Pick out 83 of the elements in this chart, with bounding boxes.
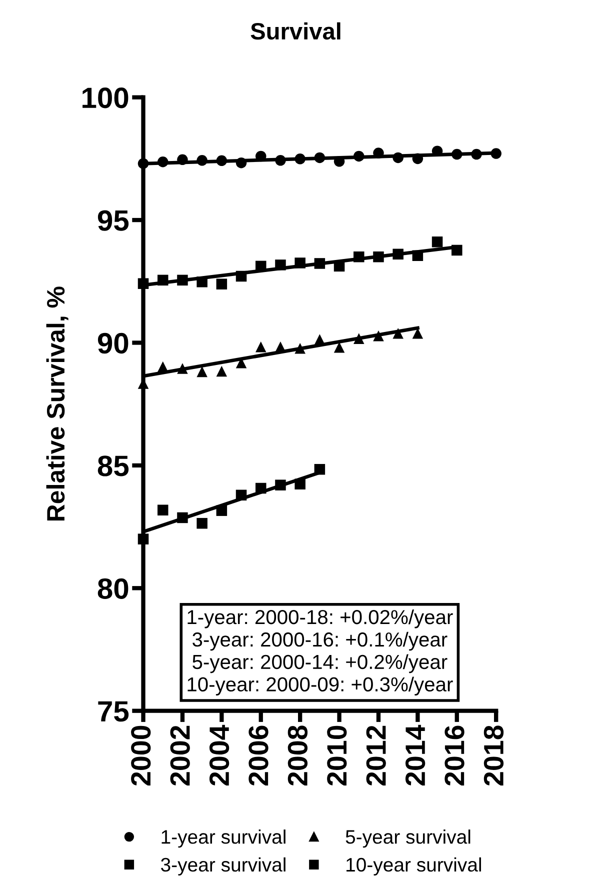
point bbox=[255, 482, 266, 494]
point bbox=[157, 504, 168, 516]
point bbox=[157, 156, 168, 168]
point bbox=[236, 490, 247, 501]
x-tick-label: 2002 bbox=[170, 726, 190, 786]
y-tick-label: 90 bbox=[98, 332, 128, 354]
point bbox=[294, 343, 306, 354]
point bbox=[236, 270, 247, 282]
annotation: 5-year: 2000-14: +0.2%/year bbox=[192, 654, 448, 674]
y-tick-label: 95 bbox=[98, 210, 129, 231]
point bbox=[314, 152, 326, 164]
x-tick-label: 2008 bbox=[288, 726, 308, 786]
point bbox=[255, 150, 266, 162]
point bbox=[216, 278, 228, 290]
point bbox=[196, 276, 208, 288]
point bbox=[373, 251, 384, 262]
y-tick-label: 85 bbox=[98, 456, 129, 476]
point bbox=[373, 148, 384, 158]
legend-label: 5-year survival bbox=[346, 830, 470, 848]
point bbox=[138, 278, 149, 289]
point bbox=[177, 512, 188, 524]
point bbox=[294, 154, 306, 164]
legend-label: 10-year survival bbox=[346, 857, 481, 876]
x-tick-label: 2012 bbox=[366, 726, 386, 786]
point bbox=[177, 274, 188, 286]
x-tick-label: 2010 bbox=[327, 726, 347, 786]
y-tick-label: 80 bbox=[98, 578, 128, 599]
chart-title: Survival bbox=[250, 22, 340, 40]
point bbox=[275, 342, 286, 352]
point bbox=[236, 157, 247, 168]
x-tick-label: 2004 bbox=[209, 724, 230, 786]
point bbox=[294, 478, 306, 490]
point bbox=[275, 260, 286, 270]
point bbox=[196, 366, 208, 378]
point bbox=[216, 505, 228, 516]
point bbox=[314, 464, 326, 475]
point bbox=[255, 342, 266, 352]
y-axis-title: Relative Survival, % bbox=[46, 286, 68, 521]
annotation: 1-year: 2000-18: +0.02%/year bbox=[188, 609, 453, 628]
annotation: 10-year: 2000-09: +0.3%/year bbox=[188, 676, 453, 696]
point bbox=[334, 156, 345, 167]
point bbox=[138, 158, 149, 169]
point bbox=[334, 342, 345, 353]
x-tick-label: 2014 bbox=[405, 724, 426, 786]
point bbox=[314, 334, 326, 345]
y-tick-label: 100 bbox=[82, 88, 128, 108]
point bbox=[275, 480, 286, 490]
point bbox=[452, 148, 462, 160]
point bbox=[314, 258, 326, 269]
point bbox=[275, 155, 286, 166]
point bbox=[432, 236, 443, 248]
point bbox=[354, 251, 364, 262]
point bbox=[196, 155, 208, 166]
point bbox=[392, 328, 404, 339]
x-tick-label: 2016 bbox=[444, 726, 464, 786]
legend-label: 3-year survival bbox=[161, 857, 286, 876]
point bbox=[157, 361, 168, 372]
point bbox=[157, 274, 168, 286]
point bbox=[392, 152, 404, 164]
point bbox=[294, 258, 306, 268]
point bbox=[177, 154, 188, 166]
point bbox=[452, 244, 462, 256]
y-tick-label: 75 bbox=[98, 701, 129, 722]
point bbox=[471, 148, 482, 160]
point bbox=[354, 150, 364, 162]
point bbox=[216, 366, 228, 377]
x-tick-label: 2000 bbox=[131, 726, 151, 786]
point bbox=[490, 148, 502, 159]
point bbox=[412, 250, 424, 261]
point bbox=[373, 330, 384, 342]
annotation: 3-year: 2000-16: +0.1%/year bbox=[192, 632, 448, 651]
point bbox=[412, 328, 424, 339]
point bbox=[392, 248, 404, 260]
point bbox=[196, 518, 208, 529]
point bbox=[177, 363, 188, 374]
point bbox=[216, 155, 228, 166]
point bbox=[354, 333, 364, 344]
point bbox=[138, 534, 149, 544]
point bbox=[334, 260, 345, 272]
point bbox=[412, 153, 424, 164]
x-tick-label: 2018 bbox=[484, 726, 504, 786]
x-tick-label: 2006 bbox=[248, 726, 268, 786]
legend-label: 1-year survival bbox=[162, 830, 286, 848]
